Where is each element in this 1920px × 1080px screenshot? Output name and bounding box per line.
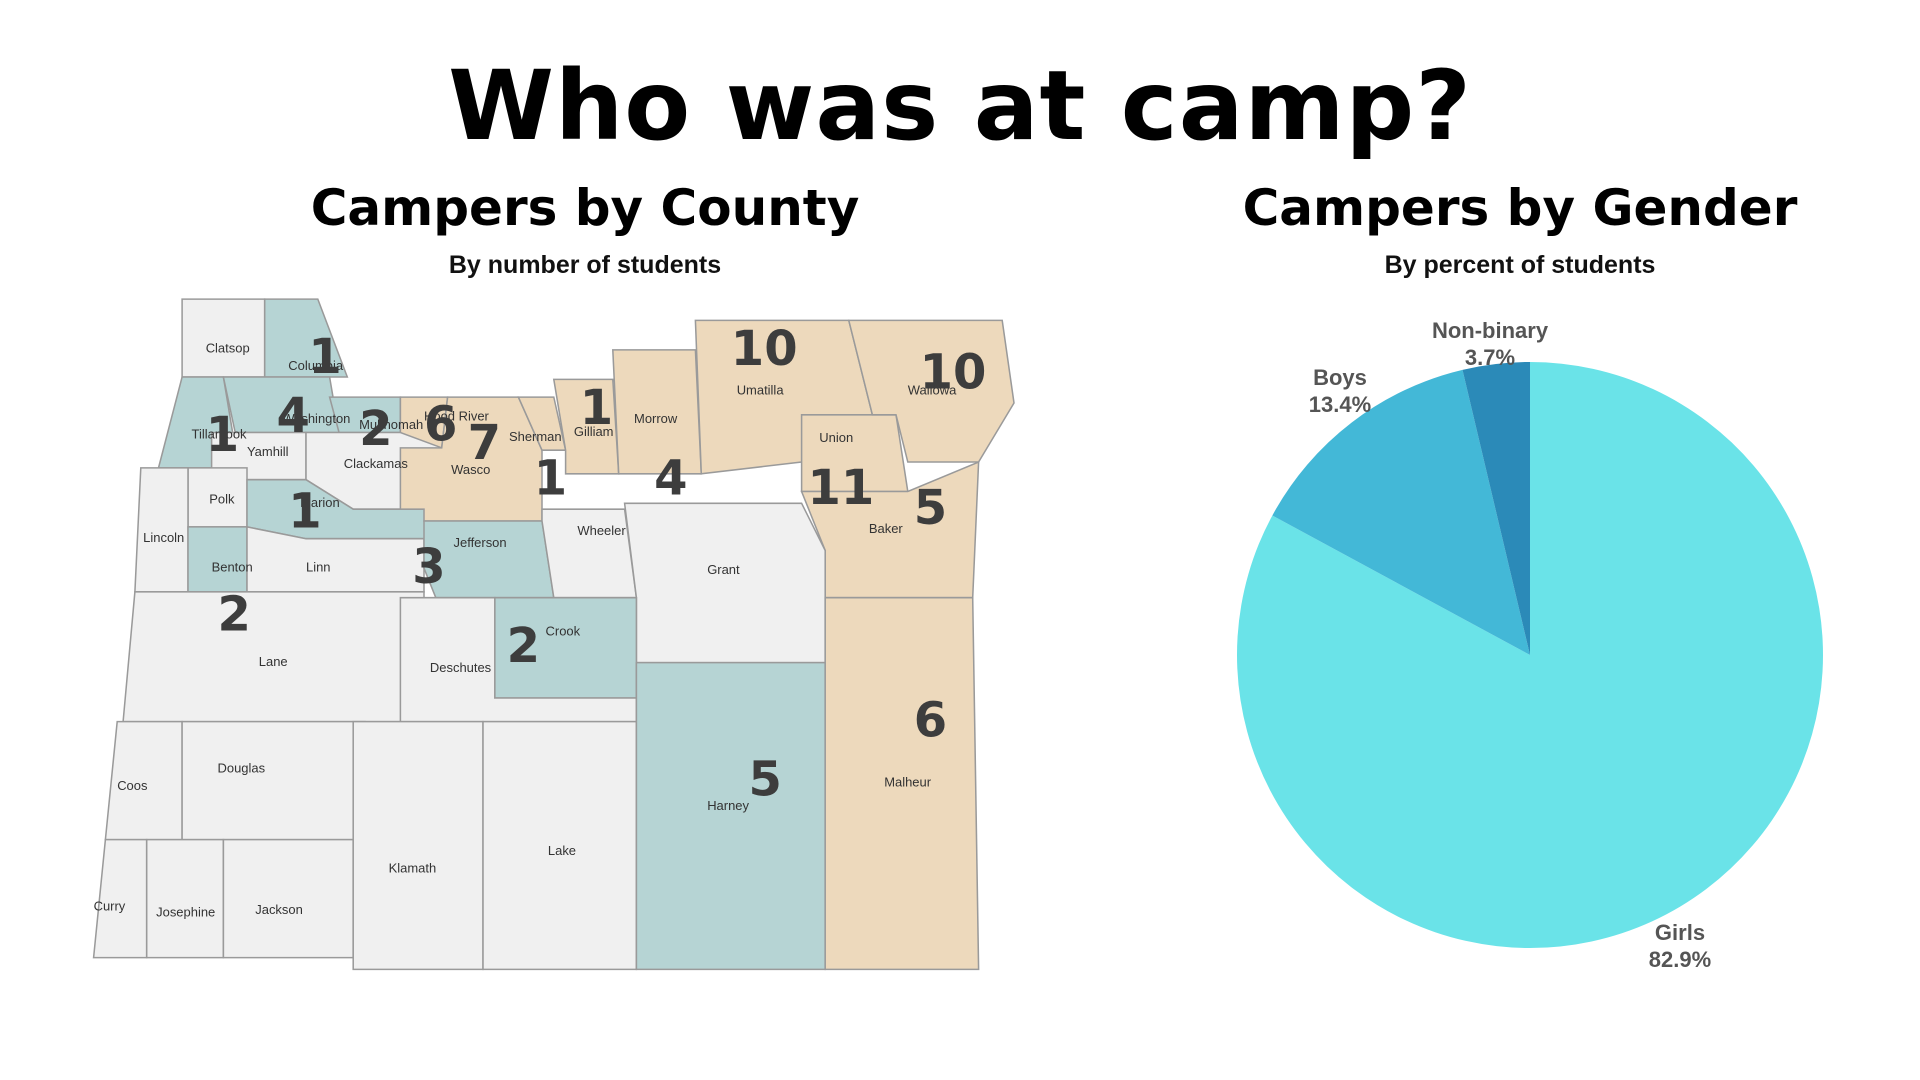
county-count-harney: 5	[749, 751, 782, 807]
county-name-wasco: Wasco	[451, 462, 490, 477]
pie-value-girls: 82.9%	[1649, 947, 1711, 972]
county-chart-subtitle: By number of students	[448, 251, 722, 279]
county-name-union: Union	[819, 430, 853, 445]
county-count-wallowa: 10	[920, 344, 987, 400]
county-name-coos: Coos	[117, 778, 148, 793]
county-josephine	[145, 838, 225, 959]
county-name-morrow: Morrow	[634, 411, 678, 426]
county-count-crook: 2	[507, 618, 540, 674]
county-count-columbia: 1	[308, 329, 341, 385]
county-count-tillamook: 1	[206, 407, 239, 463]
pie-slice-boys	[1272, 369, 1530, 655]
county-name-grant: Grant	[707, 562, 740, 577]
county-count-benton: 2	[218, 586, 251, 642]
county-count-baker: 5	[914, 480, 947, 536]
county-count-marion: 1	[288, 484, 321, 540]
county-name-josephine: Josephine	[156, 904, 215, 919]
gender-chart-title: Campers by Gender	[1242, 179, 1798, 237]
county-name-jefferson: Jefferson	[454, 535, 507, 550]
county-count-morrow: 4	[654, 451, 687, 507]
county-malheur	[824, 596, 980, 971]
pie-value-non-binary: 3.7%	[1465, 345, 1515, 370]
county-douglas	[181, 720, 366, 841]
county-count-union: 11	[808, 460, 875, 516]
county-klamath	[352, 720, 484, 971]
county-name-multnomah: Multnomah	[359, 417, 423, 432]
pie-value-boys: 13.4%	[1309, 392, 1371, 417]
pie-label-girls: Girls	[1655, 920, 1705, 945]
county-name-clackamas: Clackamas	[344, 456, 409, 471]
county-count-malheur: 6	[914, 692, 947, 748]
county-count-sherman: 1	[534, 451, 567, 507]
pie-label-boys: Boys	[1313, 365, 1367, 390]
county-name-deschutes: Deschutes	[430, 660, 492, 675]
county-count-washington: 4	[277, 388, 310, 444]
county-name-yamhill: Yamhill	[247, 444, 289, 459]
county-name-malheur: Malheur	[884, 775, 932, 790]
county-count-gilliam: 1	[580, 380, 613, 436]
county-name-crook: Crook	[546, 623, 581, 638]
county-grant	[623, 502, 826, 664]
county-clatsop	[181, 298, 266, 378]
county-count-multnomah: 2	[359, 401, 392, 457]
county-columbia	[263, 298, 349, 378]
county-name-clatsop: Clatsop	[206, 340, 250, 355]
county-name-jackson: Jackson	[255, 902, 303, 917]
county-name-linn: Linn	[306, 560, 331, 575]
county-name-washington: Washington	[282, 411, 350, 426]
county-gilliam	[552, 378, 620, 475]
county-name-gilliam: Gilliam	[574, 424, 614, 439]
county-name-wheeler: Wheeler	[577, 523, 626, 538]
page-title: Who was at camp?	[448, 50, 1472, 162]
county-name-douglas: Douglas	[218, 760, 266, 775]
county-count-wasco: 7	[468, 415, 501, 471]
county-harney	[635, 661, 826, 971]
county-wallowa	[847, 319, 1015, 463]
county-name-polk: Polk	[209, 491, 235, 506]
county-count-jefferson: 3	[412, 539, 445, 595]
county-name-marion: Marion	[300, 495, 340, 510]
county-name-lake: Lake	[548, 843, 576, 858]
county-name-umatilla: Umatilla	[737, 383, 785, 398]
county-name-harney: Harney	[707, 798, 749, 813]
county-name-sherman: Sherman	[509, 429, 562, 444]
county-name-curry: Curry	[94, 898, 126, 913]
pie-label-non-binary: Non-binary	[1432, 318, 1549, 343]
county-name-klamath: Klamath	[389, 861, 437, 876]
county-name-wallowa: Wallowa	[908, 383, 957, 398]
county-jackson	[222, 838, 354, 959]
county-name-baker: Baker	[869, 521, 904, 536]
county-chart-title: Campers by County	[310, 179, 860, 237]
county-name-columbia: Columbia	[288, 358, 344, 373]
county-count-umatilla: 10	[731, 321, 798, 377]
pie-slice-non-binary	[1462, 362, 1530, 655]
county-wasco	[399, 396, 543, 522]
county-count-hood-river: 6	[424, 396, 457, 452]
county-name-hood-river: Hood River	[424, 409, 490, 424]
county-name-benton: Benton	[212, 560, 253, 575]
county-name-lane: Lane	[259, 654, 288, 669]
county-name-tillamook: Tillamook	[192, 426, 248, 441]
gender-chart-subtitle: By percent of students	[1384, 251, 1656, 279]
county-name-lincoln: Lincoln	[143, 530, 184, 545]
county-map: Clatsop Columbia Tillamook Washington Multno…	[92, 298, 1015, 971]
